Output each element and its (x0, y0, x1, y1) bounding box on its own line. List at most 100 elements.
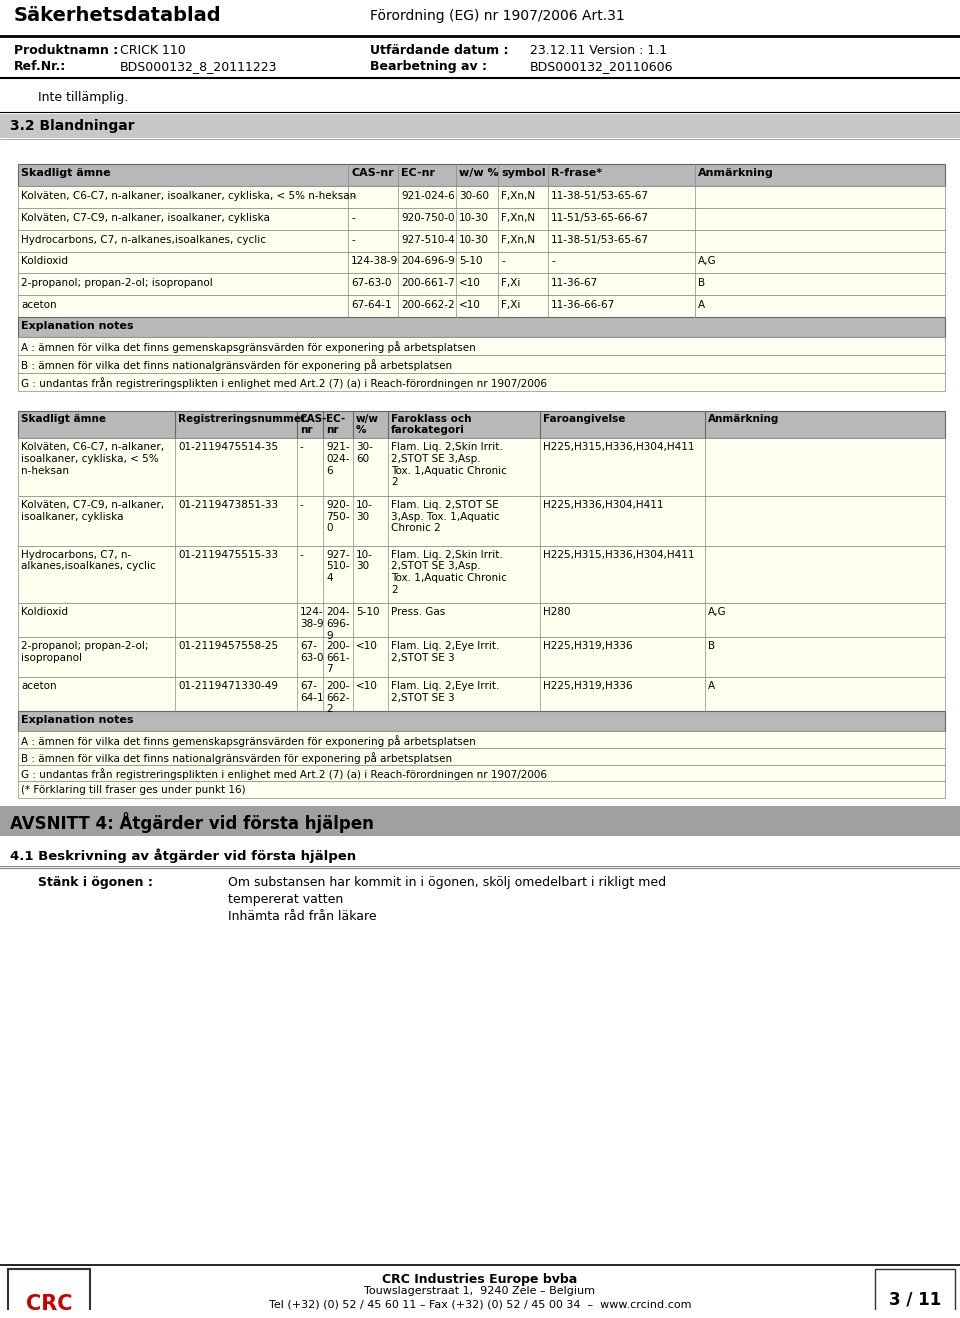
Text: 67-
64-1: 67- 64-1 (300, 681, 324, 702)
Text: -: - (300, 500, 303, 510)
Bar (18, 496, 945, 546)
Text: Flam. Liq. 2,Eye Irrit.
2,STOT SE 3: Flam. Liq. 2,Eye Irrit. 2,STOT SE 3 (391, 681, 499, 702)
Text: Ref.Nr.:: Ref.Nr.: (14, 59, 66, 72)
Text: B : ämnen för vilka det finns nationalgränsvärden för exponering på arbetsplatse: B : ämnen för vilka det finns nationalgr… (21, 358, 452, 370)
Bar (18, 186, 945, 208)
Bar (18, 273, 945, 295)
Text: 920-
750-
0: 920- 750- 0 (326, 500, 349, 534)
Text: -: - (551, 257, 555, 266)
Text: Flam. Liq. 2,Skin Irrit.
2,STOT SE 3,Asp.
Tox. 1,Aquatic Chronic
2: Flam. Liq. 2,Skin Irrit. 2,STOT SE 3,Asp… (391, 550, 507, 594)
Bar (18, 710, 945, 730)
Text: 10-30: 10-30 (459, 212, 489, 223)
Text: Skadligt ämne: Skadligt ämne (21, 167, 110, 178)
Text: B : ämnen för vilka det finns nationalgränsvärden för exponering på arbetsplatse: B : ämnen för vilka det finns nationalgr… (21, 751, 452, 763)
Bar (8, 1268, 90, 1317)
Text: -: - (300, 443, 303, 452)
Text: A : ämnen för vilka det finns gemenskapsgränsvärden för exponering på arbetsplat: A : ämnen för vilka det finns gemenskaps… (21, 341, 476, 353)
Bar (18, 411, 945, 439)
Bar (18, 318, 945, 337)
Text: 124-38-9: 124-38-9 (351, 257, 398, 266)
Bar (18, 163, 945, 186)
Text: A: A (698, 301, 706, 310)
Text: Säkerhetsdatablad: Säkerhetsdatablad (14, 7, 222, 25)
Text: F,Xn,N: F,Xn,N (501, 212, 535, 223)
Bar (18, 677, 945, 710)
Text: B: B (708, 642, 715, 651)
Text: Förordning (EG) nr 1907/2006 Art.31: Förordning (EG) nr 1907/2006 Art.31 (370, 9, 625, 22)
Text: <10: <10 (356, 642, 378, 651)
Bar (18, 337, 945, 355)
Text: A: A (708, 681, 715, 691)
Text: -: - (351, 191, 355, 200)
Bar (18, 764, 945, 782)
Text: Koldioxid: Koldioxid (21, 608, 68, 617)
Bar (18, 355, 945, 373)
Text: Bearbetning av :: Bearbetning av : (370, 59, 487, 72)
Text: AVSNITT 4: Åtgärder vid första hjälpen: AVSNITT 4: Åtgärder vid första hjälpen (10, 812, 373, 833)
Text: 67-
63-0: 67- 63-0 (300, 642, 324, 663)
Text: 3 / 11: 3 / 11 (889, 1290, 941, 1309)
Text: H225,H315,H336,H304,H411: H225,H315,H336,H304,H411 (543, 443, 694, 452)
Text: 4.1 Beskrivning av åtgärder vid första hjälpen: 4.1 Beskrivning av åtgärder vid första h… (10, 847, 356, 862)
Text: BDS000132_20110606: BDS000132_20110606 (530, 59, 674, 72)
Bar (18, 229, 945, 252)
Text: Kolväten, C7-C9, n-alkaner,
isoalkaner, cykliska: Kolväten, C7-C9, n-alkaner, isoalkaner, … (21, 500, 164, 522)
Text: H225,H319,H336: H225,H319,H336 (543, 642, 633, 651)
Text: 927-
510-
4: 927- 510- 4 (326, 550, 349, 583)
Text: Inte tillämplig.: Inte tillämplig. (38, 91, 129, 104)
Text: Flam. Liq. 2,Skin Irrit.
2,STOT SE 3,Asp.
Tox. 1,Aquatic Chronic
2: Flam. Liq. 2,Skin Irrit. 2,STOT SE 3,Asp… (391, 443, 507, 488)
Text: CAS-
nr: CAS- nr (300, 414, 327, 435)
Text: Produktnamn :: Produktnamn : (14, 43, 118, 57)
Text: 200-662-2: 200-662-2 (401, 301, 455, 310)
Bar (18, 638, 945, 677)
Text: Flam. Liq. 2,Eye Irrit.
2,STOT SE 3: Flam. Liq. 2,Eye Irrit. 2,STOT SE 3 (391, 642, 499, 663)
Bar (875, 1268, 955, 1317)
Text: 5-10: 5-10 (459, 257, 483, 266)
Text: H225,H319,H336: H225,H319,H336 (543, 681, 633, 691)
Text: CRC Industries Europe bvba: CRC Industries Europe bvba (382, 1273, 578, 1285)
Text: 927-510-4: 927-510-4 (401, 235, 455, 245)
Text: 204-
696-
9: 204- 696- 9 (326, 608, 349, 641)
Text: Kolväten, C6-C7, n-alkaner, isoalkaner, cykliska, < 5% n-heksan: Kolväten, C6-C7, n-alkaner, isoalkaner, … (21, 191, 356, 200)
Text: 921-
024-
6: 921- 024- 6 (326, 443, 349, 476)
Bar (18, 295, 945, 318)
Text: -: - (300, 550, 303, 560)
Text: Skadligt ämne: Skadligt ämne (21, 414, 106, 423)
Text: 01-2119475515-33: 01-2119475515-33 (178, 550, 278, 560)
Text: CRICK 110: CRICK 110 (120, 43, 185, 57)
Bar (18, 782, 945, 799)
Text: -: - (351, 235, 355, 245)
Text: 11-38-51/53-65-67: 11-38-51/53-65-67 (551, 191, 649, 200)
Text: 30-
60: 30- 60 (356, 443, 372, 464)
Text: R-frase*: R-frase* (551, 167, 602, 178)
Text: aceton: aceton (21, 301, 57, 310)
Text: 10-30: 10-30 (459, 235, 489, 245)
Bar (18, 604, 945, 638)
Text: Hydrocarbons, C7, n-
alkanes,isoalkanes, cyclic: Hydrocarbons, C7, n- alkanes,isoalkanes,… (21, 550, 156, 572)
Text: 67-64-1: 67-64-1 (351, 301, 392, 310)
Text: BDS000132_8_20111223: BDS000132_8_20111223 (120, 59, 277, 72)
Bar (18, 730, 945, 747)
Text: Faroklass och
farokategori: Faroklass och farokategori (391, 414, 471, 435)
Bar (18, 747, 945, 764)
Text: 124-
38-9: 124- 38-9 (300, 608, 324, 629)
Text: 01-2119475514-35: 01-2119475514-35 (178, 443, 278, 452)
Text: Registreringsnummer: Registreringsnummer (178, 414, 306, 423)
Text: A,G: A,G (708, 608, 727, 617)
Text: Faroangivelse: Faroangivelse (543, 414, 625, 423)
Text: 23.12.11 Version : 1.1: 23.12.11 Version : 1.1 (530, 43, 667, 57)
Bar (18, 546, 945, 604)
Text: 11-38-51/53-65-67: 11-38-51/53-65-67 (551, 235, 649, 245)
Text: 10-
30: 10- 30 (356, 550, 372, 572)
Text: G : undantas från registreringsplikten i enlighet med Art.2 (7) (a) i Reach-föro: G : undantas från registreringsplikten i… (21, 768, 547, 780)
Text: 3.2 Blandningar: 3.2 Blandningar (10, 120, 134, 133)
Text: CAS-nr: CAS-nr (351, 167, 394, 178)
Text: 921-024-6: 921-024-6 (401, 191, 455, 200)
Text: A,G: A,G (698, 257, 716, 266)
Text: Touwslagerstraat 1,  9240 Zele – Belgium: Touwslagerstraat 1, 9240 Zele – Belgium (365, 1286, 595, 1297)
Text: Utfärdande datum :: Utfärdande datum : (370, 43, 509, 57)
Text: Flam. Liq. 2,STOT SE
3,Asp. Tox. 1,Aquatic
Chronic 2: Flam. Liq. 2,STOT SE 3,Asp. Tox. 1,Aquat… (391, 500, 499, 534)
Text: Koldioxid: Koldioxid (21, 257, 68, 266)
Text: 204-696-9: 204-696-9 (401, 257, 455, 266)
Bar (0, 115, 960, 138)
